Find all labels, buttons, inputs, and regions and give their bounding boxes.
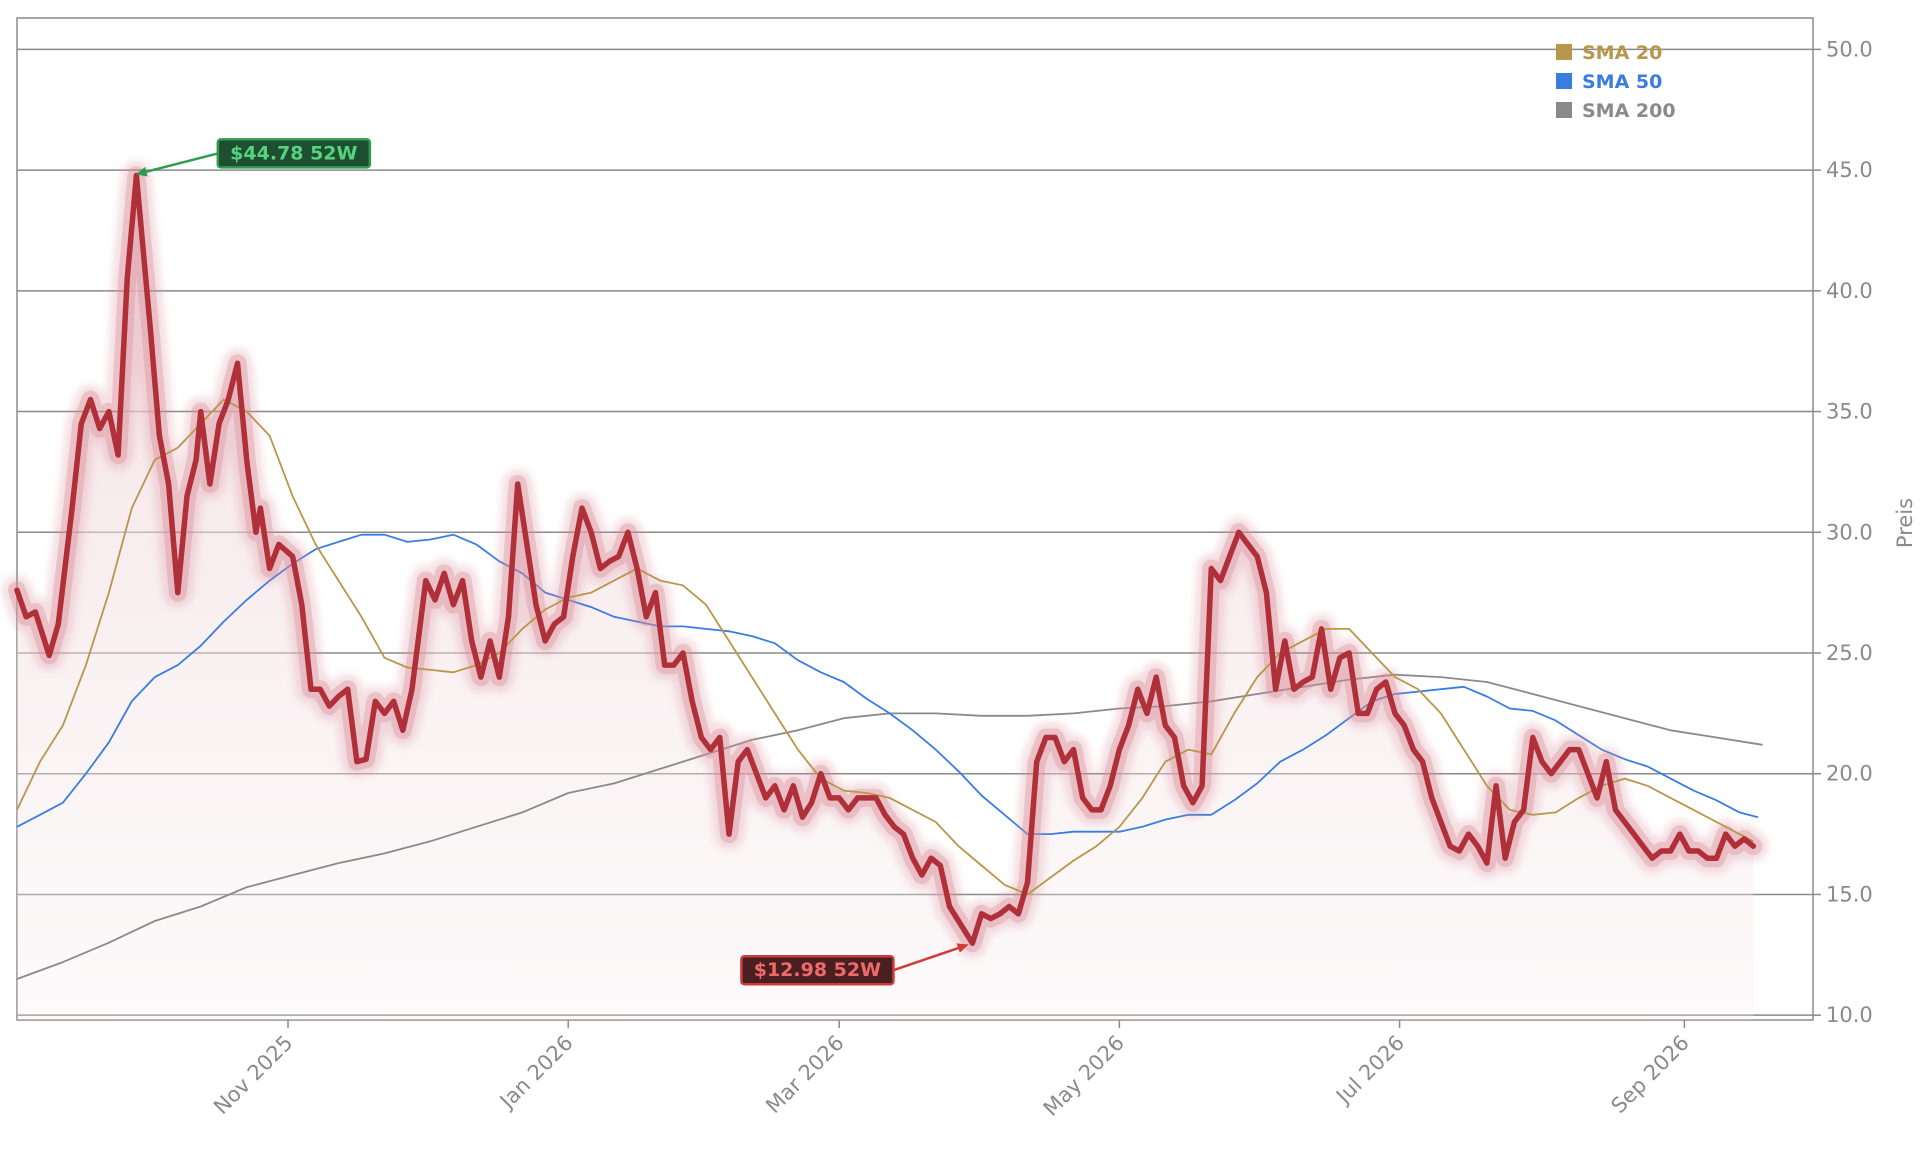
price-area-fill	[17, 175, 1754, 1020]
low-arrow-head	[956, 943, 969, 953]
x-tick-label: Sep 2026	[1606, 1031, 1693, 1118]
sma20-legend-swatch	[1556, 44, 1572, 60]
y-axis: 10.0 15.0 20.0 25.0 30.0 35.0 40.0 45.0 50.0	[1813, 37, 1873, 1027]
low-label: $12.98 52W	[754, 959, 881, 981]
y-tick-label: 25.0	[1826, 641, 1873, 665]
x-axis: Nov 2025 Jan 2026 Mar 2026 May 2026 Jul 2026…	[209, 1020, 1694, 1121]
x-tick-label: Jan 2026	[494, 1031, 578, 1115]
sma50-legend-label: SMA 50	[1582, 71, 1662, 93]
legend: SMA 20 SMA 50 SMA 200	[1556, 42, 1676, 122]
sma50-series	[16, 533, 1759, 835]
low-arrow-line	[893, 946, 961, 972]
y-tick-label: 35.0	[1826, 400, 1873, 424]
high-arrow-line	[144, 152, 219, 174]
y-tick-label: 10.0	[1826, 1003, 1873, 1027]
y-axis-title: Preis	[1893, 498, 1917, 548]
sma20-legend-label: SMA 20	[1582, 42, 1662, 64]
sma50-legend-swatch	[1556, 73, 1572, 89]
sma50-line	[16, 533, 1759, 835]
annotations: $44.78 52W $12.98 52W	[135, 138, 969, 986]
x-tick-label: Nov 2025	[209, 1031, 297, 1119]
low-label-box	[740, 954, 895, 986]
y-tick-label: 45.0	[1826, 158, 1873, 182]
sma200-legend-label: SMA 200	[1582, 100, 1676, 122]
high-label: $44.78 52W	[230, 142, 357, 164]
high-label-box	[216, 138, 372, 169]
sma20-line	[16, 398, 1754, 896]
price-line	[14, 172, 1757, 946]
x-tick-label: May 2026	[1039, 1031, 1129, 1121]
x-tick-label: Jul 2026	[1330, 1031, 1409, 1110]
sma20-series	[16, 398, 1754, 896]
y-tick-label: 20.0	[1826, 762, 1873, 786]
y-tick-label: 30.0	[1826, 520, 1873, 544]
price-series	[14, 172, 1757, 946]
y-tick-label: 50.0	[1826, 37, 1873, 61]
x-tick-label: Mar 2026	[761, 1031, 849, 1119]
high-arrow-head	[135, 166, 148, 177]
price-area	[17, 175, 1754, 1020]
sma200-legend-swatch	[1556, 102, 1572, 118]
y-tick-label: 15.0	[1826, 882, 1873, 906]
y-tick-label: 40.0	[1826, 279, 1873, 303]
